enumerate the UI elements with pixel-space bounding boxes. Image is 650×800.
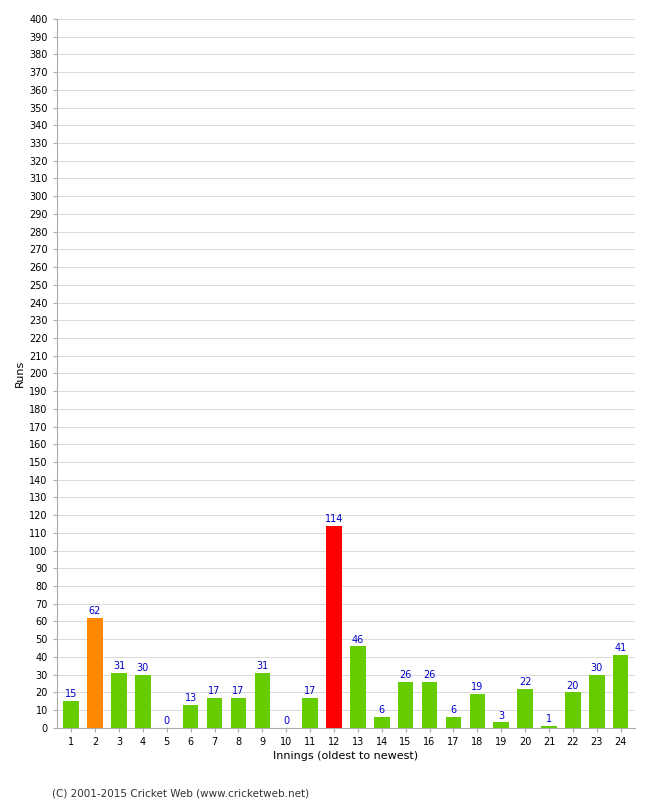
Text: 31: 31 (256, 661, 268, 671)
Bar (517, 689, 533, 728)
Bar (446, 717, 462, 728)
Text: 0: 0 (283, 716, 289, 726)
Text: 1: 1 (546, 714, 552, 724)
Bar (613, 655, 629, 728)
Bar (111, 673, 127, 728)
Text: 41: 41 (614, 643, 627, 654)
Text: 22: 22 (519, 677, 531, 687)
Text: (C) 2001-2015 Cricket Web (www.cricketweb.net): (C) 2001-2015 Cricket Web (www.cricketwe… (52, 788, 309, 798)
Text: 3: 3 (498, 710, 504, 721)
Text: 19: 19 (471, 682, 484, 692)
Text: 26: 26 (423, 670, 436, 680)
Text: 0: 0 (164, 716, 170, 726)
Text: 6: 6 (379, 706, 385, 715)
Bar (374, 717, 389, 728)
Bar (350, 646, 365, 728)
Bar (398, 682, 413, 728)
Text: 15: 15 (65, 690, 77, 699)
Text: 17: 17 (232, 686, 244, 696)
Bar (231, 698, 246, 728)
Text: 20: 20 (567, 681, 579, 690)
Text: 17: 17 (208, 686, 221, 696)
Bar (565, 692, 580, 728)
Text: 30: 30 (136, 663, 149, 673)
Bar (493, 722, 509, 728)
Text: 26: 26 (400, 670, 412, 680)
Text: 114: 114 (325, 514, 343, 524)
Bar (207, 698, 222, 728)
Bar (422, 682, 437, 728)
Text: 62: 62 (89, 606, 101, 616)
Text: 46: 46 (352, 634, 364, 645)
Bar (183, 705, 198, 728)
Text: 6: 6 (450, 706, 456, 715)
X-axis label: Innings (oldest to newest): Innings (oldest to newest) (274, 751, 419, 761)
Text: 30: 30 (591, 663, 603, 673)
Bar (541, 726, 557, 728)
Text: 17: 17 (304, 686, 317, 696)
Bar (135, 674, 151, 728)
Bar (326, 526, 342, 728)
Bar (589, 674, 604, 728)
Bar (64, 702, 79, 728)
Text: 31: 31 (113, 661, 125, 671)
Bar (87, 618, 103, 728)
Bar (302, 698, 318, 728)
Bar (255, 673, 270, 728)
Bar (469, 694, 485, 728)
Y-axis label: Runs: Runs (15, 360, 25, 387)
Text: 13: 13 (185, 693, 197, 703)
